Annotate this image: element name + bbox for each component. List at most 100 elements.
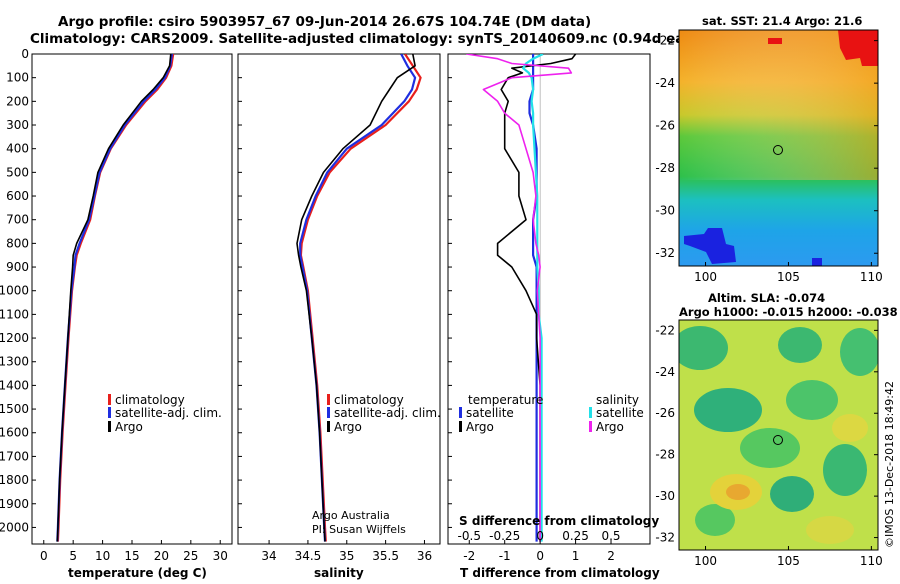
legend-label-satellite: satellite-adj. clim. (115, 406, 222, 420)
x-tick-label: -1 (499, 549, 511, 563)
legend-swatch-climatology (108, 394, 111, 405)
lat-tick-label: -22 (655, 323, 675, 337)
lat-tick-label: -28 (655, 161, 675, 175)
x-tick-label: 2 (607, 549, 615, 563)
sla-yellow-blob (806, 516, 854, 544)
sla-green-blob (778, 327, 822, 363)
sla-green-blob (786, 380, 838, 420)
s-tick-label: 0 (536, 529, 544, 543)
lat-tick-label: -32 (655, 531, 675, 545)
series-line-salinity-satellite (521, 54, 544, 542)
depth-tick-label: 400 (6, 142, 29, 156)
sla-green-blob (823, 444, 867, 496)
series-line-salinity-argo (466, 54, 573, 542)
legend-swatch-sal-satellite (589, 407, 592, 418)
sla-green-blob (695, 504, 735, 536)
series-line-argo (296, 54, 416, 542)
sst-map (679, 30, 878, 266)
difference-top-xlabel: S difference from climatology (459, 514, 659, 528)
lat-tick-label: -24 (655, 365, 675, 379)
legend-swatch-satellite (327, 407, 330, 418)
lon-tick-label: 105 (777, 270, 800, 284)
depth-tick-label: 900 (6, 260, 29, 274)
series-line-climatology (56, 54, 175, 542)
s-tick-label: -0.25 (489, 529, 520, 543)
imos-timestamp: ©IMOS 13-Dec-2018 18:49:42 (883, 381, 896, 548)
depth-tick-label: 700 (6, 213, 29, 227)
difference-panel-frame (447, 53, 651, 545)
sla-map-axes: -22 -24 -26 -28 -30 -32 100 105 110 (655, 323, 882, 568)
x-tick-label: 36 (417, 549, 432, 563)
x-tick-label: 20 (154, 549, 169, 563)
legend-label-climatology: climatology (115, 393, 185, 407)
legend-temperature-title: temperature (468, 393, 543, 407)
figure-title-line1: Argo profile: csiro 5903957_67 09-Jun-20… (58, 14, 591, 30)
x-tick-label: 35 (339, 549, 354, 563)
x-tick-label: 15 (124, 549, 139, 563)
lat-tick-label: -32 (655, 246, 675, 260)
series-line-argo (56, 54, 172, 542)
series-line-satellite-adj-clim- (299, 54, 417, 542)
depth-tick-label: 1100 (0, 307, 29, 321)
credit-line2: PI: Susan Wijffels (312, 523, 406, 536)
legend-label-argo: Argo (115, 420, 143, 434)
legend-label-climatology: climatology (334, 393, 404, 407)
depth-tick-label: 1400 (0, 378, 29, 392)
sla-green-blob (840, 328, 878, 376)
depth-tick-label: 1900 (0, 497, 29, 511)
x-axis-ticks: 0 5 10 15 20 25 30 34 34.5 35 35.5 36 -2 -1 0 1 2 -0.5 -0.… (40, 529, 621, 563)
lon-tick-label: 110 (860, 270, 883, 284)
salinity-xlabel: salinity (314, 566, 364, 580)
depth-tick-label: 0 (21, 47, 29, 61)
sla-map-title-line2: Argo h1000: -0.015 h2000: -0.038 (679, 305, 898, 319)
depth-tick-label: 500 (6, 165, 29, 179)
temperature-plot (56, 54, 175, 542)
legend-swatch-temp-argo (459, 421, 462, 432)
depth-tick-label: 1500 (0, 402, 29, 416)
difference-legend: temperature satellite Argo salinity sate… (459, 393, 644, 434)
temperature-panel-frame (31, 53, 233, 545)
lat-tick-label: -22 (655, 34, 675, 48)
lat-tick-label: -26 (655, 406, 675, 420)
legend-label-sal-argo: Argo (596, 420, 624, 434)
lat-tick-label: -30 (655, 204, 675, 218)
figure-title-line2: Climatology: CARS2009. Satellite-adjuste… (30, 31, 722, 47)
depth-tick-label: 2000 (0, 520, 29, 534)
depth-tick-label: 1000 (0, 284, 29, 298)
sst-cool-patch (684, 228, 736, 264)
depth-tick-label: 100 (6, 71, 29, 85)
sst-map-axes: -22 -24 -26 -28 -30 -32 100 105 110 (655, 34, 882, 284)
x-tick-label: 30 (213, 549, 228, 563)
x-tick-label: 34.5 (295, 549, 322, 563)
legend-swatch-argo (327, 421, 330, 432)
legend-swatch-satellite (108, 407, 111, 418)
sst-map-title: sat. SST: 21.4 Argo: 21.6 (702, 14, 862, 28)
lon-tick-label: 100 (694, 554, 717, 568)
x-tick-label: 5 (69, 549, 77, 563)
series-line-climatology (299, 54, 422, 542)
sla-float-marker (773, 435, 783, 445)
salinity-plot (296, 54, 422, 542)
difference-xlabel: T difference from climatology (460, 566, 660, 580)
s-tick-label: -0.5 (458, 529, 481, 543)
lon-tick-label: 100 (694, 270, 717, 284)
s-tick-label: 0.25 (562, 529, 589, 543)
depth-tick-label: 300 (6, 118, 29, 132)
depth-tick-label: 1800 (0, 473, 29, 487)
sla-green-blob (740, 428, 800, 468)
s-tick-label: 0.5 (601, 529, 620, 543)
salinity-legend: climatology satellite-adj. clim. Argo Ar… (312, 393, 441, 536)
temperature-legend: climatology satellite-adj. clim. Argo (108, 393, 222, 434)
lon-tick-label: 105 (777, 554, 800, 568)
legend-label-temp-satellite: satellite (466, 406, 514, 420)
lat-tick-label: -28 (655, 448, 675, 462)
lat-tick-label: -30 (655, 489, 675, 503)
depth-axis: 0 100 200 300 400 500 600 700 800 900 1000 1100 1200… (0, 47, 452, 534)
sla-green-blob (770, 476, 814, 512)
sla-green-blob (679, 326, 728, 370)
depth-tick-label: 200 (6, 94, 29, 108)
legend-swatch-argo (108, 421, 111, 432)
sla-map-frame (678, 319, 879, 551)
x-tick-label: 1 (572, 549, 580, 563)
lon-tick-label: 110 (860, 554, 883, 568)
